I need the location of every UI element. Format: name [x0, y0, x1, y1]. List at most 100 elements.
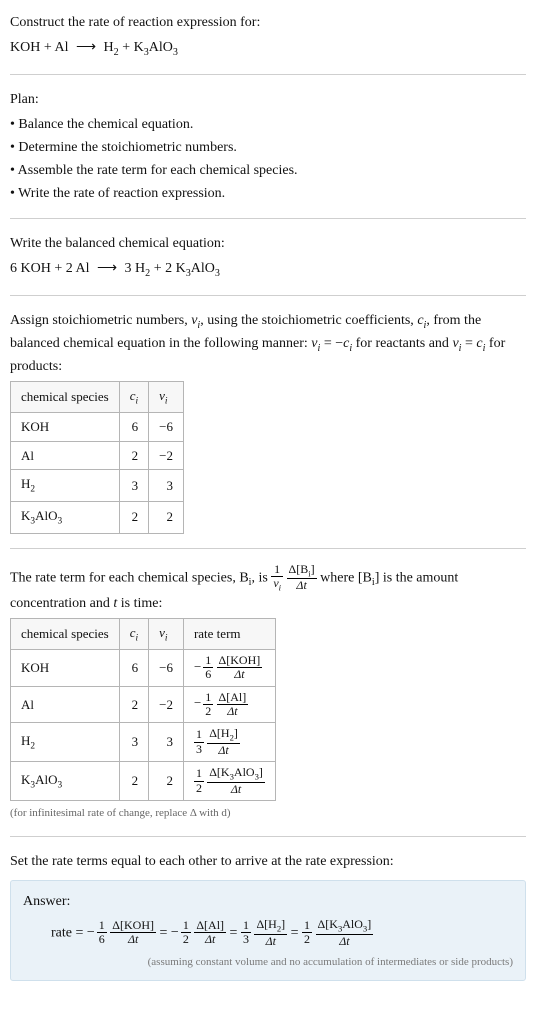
cell-c: 3: [119, 722, 148, 761]
frac-dconc-dt: Δ[H2]Δt: [254, 918, 287, 948]
frac-num: Δ[KOH]: [110, 919, 156, 932]
cell-c: 2: [119, 762, 148, 801]
al: Al: [73, 261, 93, 276]
h2: H: [132, 261, 146, 276]
table-caption: (for infinitesimal rate of change, repla…: [10, 805, 526, 822]
sign: −: [194, 695, 201, 710]
arrow-icon: ⟶: [97, 258, 117, 279]
frac-num: 1: [203, 654, 213, 667]
separator: [10, 295, 526, 296]
frac-dconc-dt: Δ[K3AlO3]Δt: [316, 918, 374, 948]
eq-right-alo-sub: 3: [173, 47, 178, 58]
separator: [10, 218, 526, 219]
equals: =: [156, 925, 171, 940]
rt-c: where [B: [320, 570, 372, 585]
frac-den: 6: [203, 667, 213, 681]
frac-coeff: 13: [194, 728, 204, 755]
assign-a: Assign stoichiometric numbers,: [10, 313, 191, 328]
frac-den: 2: [302, 932, 312, 946]
table-row: KOH6−6−16 Δ[KOH]Δt: [11, 650, 276, 686]
cell-nu: 3: [149, 722, 184, 761]
cell-c: 6: [119, 413, 148, 442]
frac-num: Δ[K3AlO3]: [316, 918, 374, 934]
frac-num-a: Δ[B: [289, 562, 309, 576]
table-row: Al2−2−12 Δ[Al]Δt: [11, 686, 276, 722]
frac-den: 2: [194, 781, 204, 795]
frac-dconc-dt: Δ[H2]Δt: [207, 727, 240, 757]
frac-coeff: 12: [302, 919, 312, 946]
stoich-table: chemical species ci νi KOH6−6Al2−2H233K3…: [10, 381, 184, 534]
frac-one-over-nu: 1 νi: [271, 563, 283, 593]
cell-species: KOH: [11, 413, 120, 442]
cell-nu: −6: [149, 413, 184, 442]
rateterm-text: The rate term for each chemical species,…: [10, 563, 526, 614]
table-row: K3AlO322: [11, 501, 184, 533]
frac-coeff: 12: [181, 919, 191, 946]
col-nu: νi: [149, 618, 184, 650]
cell-nu: −2: [149, 441, 184, 470]
frac-coeff: 16: [97, 919, 107, 946]
frac-num: 1: [302, 919, 312, 932]
frac-num: Δ[H2]: [207, 727, 240, 743]
cell-nu: 3: [149, 470, 184, 502]
rt-b: , is: [251, 570, 271, 585]
plus: +: [150, 261, 165, 276]
separator: [10, 74, 526, 75]
plan-item: Balance the chemical equation.: [10, 114, 526, 135]
cell-rate: 12 Δ[K3AlO3]Δt: [183, 762, 275, 801]
cell-species: Al: [11, 686, 120, 722]
frac-coeff: 12: [203, 691, 213, 718]
col-species: chemical species: [11, 381, 120, 413]
frac-num-b: ]: [311, 562, 315, 576]
frac-dconc-dt: Δ[K3AlO3]Δt: [207, 766, 265, 796]
frac-num: 1: [271, 563, 283, 576]
cell-rate: −12 Δ[Al]Δt: [183, 686, 275, 722]
rate-table: chemical species ci νi rate term KOH6−6−…: [10, 618, 276, 802]
frac-den: νi: [271, 576, 283, 593]
cell-nu: 2: [149, 501, 184, 533]
cell-species: H2: [11, 470, 120, 502]
cell-species: K3AlO3: [11, 762, 120, 801]
cell-species: KOH: [11, 650, 120, 686]
coef-h2: 3: [121, 261, 132, 276]
frac-den-sub: i: [279, 582, 281, 592]
alo: AlO: [191, 261, 215, 276]
separator: [10, 836, 526, 837]
assign-text: Assign stoichiometric numbers, νi, using…: [10, 310, 526, 377]
balanced-intro: Write the balanced chemical equation:: [10, 233, 526, 254]
table-row: K3AlO32212 Δ[K3AlO3]Δt: [11, 762, 276, 801]
frac-num: Δ[Al]: [217, 691, 249, 704]
cell-rate: −16 Δ[KOH]Δt: [183, 650, 275, 686]
coef-koh: 6: [10, 261, 17, 276]
equals: =: [287, 925, 302, 940]
plan-item: Assemble the rate term for each chemical…: [10, 160, 526, 181]
frac-num: 1: [241, 919, 251, 932]
col-nu-sub: i: [165, 633, 168, 643]
answer-label: Answer:: [23, 891, 513, 912]
frac-num: 1: [194, 767, 204, 780]
frac-num: Δ[KOH]: [217, 654, 263, 667]
frac-den: Δt: [254, 934, 287, 948]
col-c: ci: [119, 381, 148, 413]
frac-den: Δt: [207, 743, 240, 757]
answer-box: Answer: rate = −16 Δ[KOH]Δt = −12 Δ[Al]Δ…: [10, 880, 526, 982]
frac-den: 6: [97, 932, 107, 946]
cell-c: 3: [119, 470, 148, 502]
table-row: KOH6−6: [11, 413, 184, 442]
answer-equation: rate = −16 Δ[KOH]Δt = −12 Δ[Al]Δt = 13 Δ…: [51, 918, 513, 948]
frac-coeff: 12: [194, 767, 204, 794]
frac-den: Δt: [217, 667, 263, 681]
plan-label: Plan:: [10, 89, 526, 110]
sign: −: [171, 925, 179, 940]
table-row: Al2−2: [11, 441, 184, 470]
frac-den: Δt: [287, 578, 317, 592]
set-line: Set the rate terms equal to each other t…: [10, 851, 526, 872]
cell-nu: −2: [149, 686, 184, 722]
frac-coeff: 16: [203, 654, 213, 681]
frac-den: Δt: [207, 782, 265, 796]
col-nu: νi: [149, 381, 184, 413]
frac-num: Δ[H2]: [254, 918, 287, 934]
sign: −: [87, 925, 95, 940]
balanced-equation: 6 KOH + 2 Al ⟶ 3 H2 + 2 K3AlO3: [10, 258, 526, 281]
assign-b: , using the stoichiometric coefficients,: [200, 313, 417, 328]
